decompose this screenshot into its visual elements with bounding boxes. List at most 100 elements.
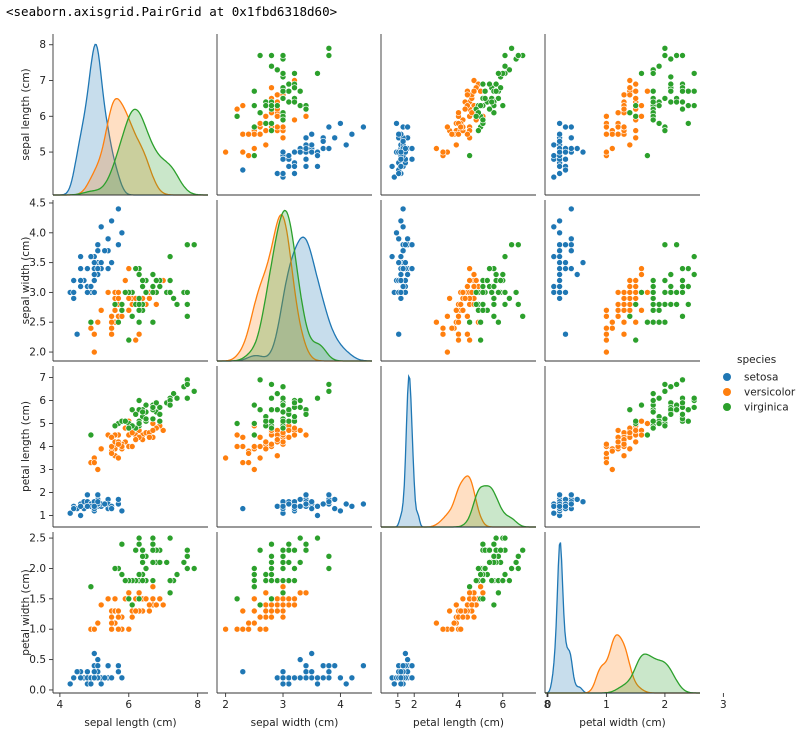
point-virginica xyxy=(690,253,698,260)
x-tick-label-sepal-width: 5 xyxy=(394,699,401,711)
point-virginica xyxy=(279,424,287,432)
point-versicolor xyxy=(470,77,478,84)
point-virginica xyxy=(118,306,126,314)
point-versicolor xyxy=(108,619,115,627)
point-setosa xyxy=(390,173,398,181)
point-virginica xyxy=(492,271,500,278)
point-virginica xyxy=(661,318,669,326)
point-setosa xyxy=(397,295,405,302)
point-versicolor xyxy=(470,613,478,621)
point-virginica xyxy=(644,318,651,326)
point-setosa xyxy=(91,289,98,296)
point-virginica xyxy=(649,98,657,106)
point-virginica xyxy=(285,406,293,414)
x-tick-label-petal-width: 1 xyxy=(603,699,610,711)
point-setosa xyxy=(562,330,569,338)
point-virginica xyxy=(111,422,119,430)
point-versicolor xyxy=(468,601,476,609)
y-tick-label-sepal-length: 5 xyxy=(39,147,46,159)
point-setosa xyxy=(77,265,84,272)
point-virginica xyxy=(251,87,258,95)
point-setosa xyxy=(556,277,563,284)
point-setosa xyxy=(337,507,344,515)
point-setosa xyxy=(408,145,416,152)
point-versicolor xyxy=(302,113,310,120)
point-virginica xyxy=(251,565,258,572)
point-virginica xyxy=(122,289,129,296)
point-virginica xyxy=(514,565,522,572)
point-virginica xyxy=(661,387,669,395)
y-axis-label-sepal-width: sepal width (cm) xyxy=(20,237,32,325)
point-versicolor xyxy=(87,324,95,332)
point-versicolor xyxy=(262,141,270,149)
point-virginica xyxy=(661,241,669,248)
point-virginica xyxy=(273,66,281,74)
point-virginica xyxy=(661,277,669,284)
point-virginica xyxy=(626,406,634,414)
point-setosa xyxy=(573,271,581,278)
point-virginica xyxy=(139,283,146,290)
point-versicolor xyxy=(279,583,287,591)
point-setosa xyxy=(395,259,403,266)
point-virginica xyxy=(251,420,258,427)
point-virginica xyxy=(285,417,293,425)
point-versicolor xyxy=(245,152,252,159)
point-versicolor xyxy=(457,301,465,308)
point-versicolor xyxy=(97,445,105,453)
point-versicolor xyxy=(470,283,478,290)
kde-fill-versicolor-petal-length xyxy=(381,475,536,527)
point-virginica xyxy=(684,265,692,272)
point-virginica xyxy=(118,301,126,308)
point-setosa xyxy=(325,668,333,676)
point-virginica xyxy=(514,241,522,248)
point-setosa xyxy=(291,502,298,510)
point-versicolor xyxy=(149,595,157,603)
point-setosa xyxy=(101,674,108,682)
point-versicolor xyxy=(108,433,115,441)
point-virginica xyxy=(142,415,150,423)
point-setosa xyxy=(556,120,563,127)
point-virginica xyxy=(632,301,640,308)
point-versicolor xyxy=(603,312,610,320)
point-virginica xyxy=(173,571,181,578)
point-setosa xyxy=(388,253,396,260)
point-setosa xyxy=(302,155,310,163)
point-versicolor xyxy=(620,318,628,326)
x-tick-label-petal-length: 4 xyxy=(455,699,462,711)
point-virginica xyxy=(139,559,146,566)
point-virginica xyxy=(490,540,498,548)
point-versicolor xyxy=(614,306,622,314)
point-virginica xyxy=(673,98,680,106)
point-setosa xyxy=(302,163,310,170)
point-versicolor xyxy=(459,289,467,296)
x-axis-label-sepal-length: sepal length (cm) xyxy=(84,717,176,729)
point-versicolor xyxy=(433,145,440,152)
point-setosa xyxy=(291,148,298,156)
point-setosa xyxy=(562,259,569,266)
point-setosa xyxy=(567,265,575,272)
kde-fill-virginica-sepal-length xyxy=(53,109,208,195)
point-setosa xyxy=(567,145,575,152)
kde-fill-virginica-sepal-width xyxy=(217,210,372,361)
point-virginica xyxy=(233,420,241,427)
point-virginica xyxy=(268,52,275,59)
point-virginica xyxy=(251,401,258,409)
point-versicolor xyxy=(472,277,480,284)
point-virginica xyxy=(190,241,198,248)
point-virginica xyxy=(684,102,692,109)
point-versicolor xyxy=(632,427,640,434)
point-setosa xyxy=(567,134,575,142)
point-virginica xyxy=(233,113,241,120)
y-tick-label-petal-width: 2.5 xyxy=(29,533,46,545)
point-versicolor xyxy=(457,123,465,131)
point-setosa xyxy=(308,148,316,156)
point-setosa xyxy=(302,668,310,676)
point-versicolor xyxy=(296,427,304,434)
point-virginica xyxy=(184,565,191,572)
point-virginica xyxy=(506,66,513,74)
point-virginica xyxy=(661,381,669,388)
point-setosa xyxy=(397,674,405,682)
point-setosa xyxy=(91,650,98,657)
point-virginica xyxy=(481,95,489,102)
